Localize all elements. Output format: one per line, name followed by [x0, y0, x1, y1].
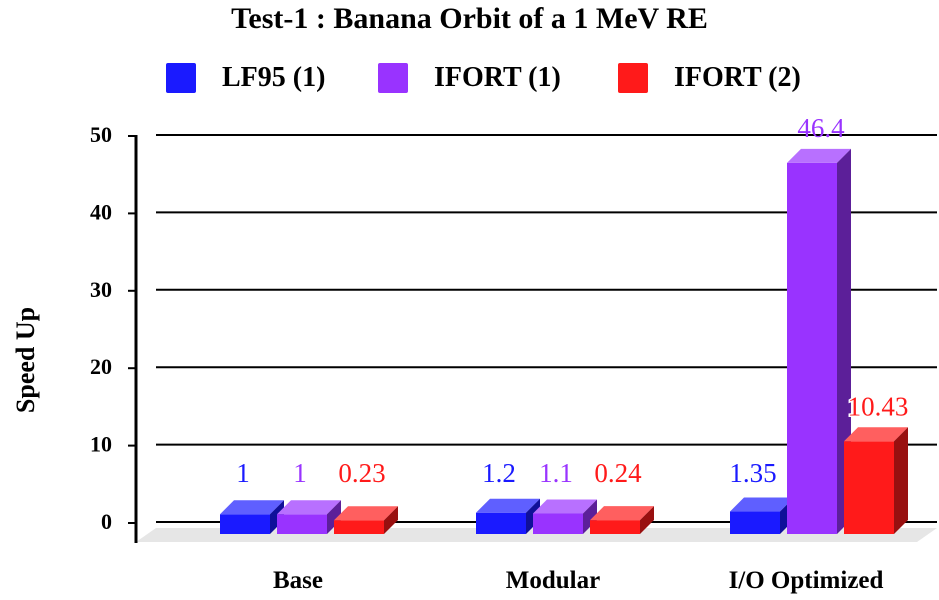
- bar-ifort-1-base: [277, 500, 341, 534]
- legend-label-ifort1: IFORT (1): [434, 62, 561, 93]
- legend-label-ifort2: IFORT (2): [674, 62, 801, 93]
- legend: LF95 (1) IFORT (1) IFORT (2): [0, 58, 939, 98]
- y-tick-labels: 0 10 20 30 40 50: [90, 122, 112, 534]
- bar-ifort-2-base: [334, 506, 398, 534]
- y-tick-label-40: 40: [90, 199, 112, 224]
- data-label-ifort-2-i-o-optimized: 10.43: [848, 391, 909, 421]
- bar-lf95-1-modular: [476, 498, 540, 534]
- y-tick-label-0: 0: [101, 509, 112, 534]
- x-tick-label-base: Base: [273, 567, 323, 594]
- legend-label-lf95: LF95 (1): [222, 62, 326, 93]
- data-label-lf95-1-modular: 1.2: [482, 458, 516, 488]
- legend-item-lf95: LF95 (1): [166, 58, 325, 98]
- bar-lf95-1-i-o-optimized: [730, 497, 794, 534]
- data-label-ifort-1-i-o-optimized: 46.4: [797, 113, 845, 143]
- bar-ifort-2-modular: [590, 506, 654, 534]
- chart-title: Test-1 : Banana Orbit of a 1 MeV RE: [231, 2, 708, 35]
- y-tick-label-50: 50: [90, 122, 112, 147]
- data-label-ifort-2-modular: 0.24: [594, 458, 642, 488]
- data-label-ifort-1-base: 1: [293, 458, 307, 488]
- data-label-ifort-1-modular: 1.1: [539, 458, 573, 488]
- legend-swatch-ifort1: [378, 63, 408, 93]
- data-label-ifort-2-base: 0.23: [338, 458, 385, 488]
- bar-lf95-1-base: [220, 500, 284, 534]
- bar-ifort-1-i-o-optimized: [787, 148, 851, 534]
- x-tick-labels: Base Modular I/O Optimized: [273, 567, 884, 594]
- y-tick-label-20: 20: [90, 354, 112, 379]
- y-tick-label-30: 30: [90, 277, 112, 302]
- x-tick-label-i-o-optimized: I/O Optimized: [729, 567, 884, 594]
- legend-item-ifort1: IFORT (1): [378, 58, 561, 98]
- data-labels: 1 1 0.23 1.2 1.1 0.24 1.35 46.4 10.43: [236, 113, 910, 488]
- bar-ifort-1-modular: [533, 499, 597, 534]
- legend-swatch-ifort2: [618, 63, 648, 93]
- legend-swatch-lf95: [166, 63, 196, 93]
- data-label-lf95-1-i-o-optimized: 1.35: [729, 458, 776, 488]
- bars: [220, 148, 908, 534]
- bar-ifort-2-i-o-optimized: [844, 427, 908, 534]
- legend-item-ifort2: IFORT (2): [618, 58, 801, 98]
- y-tick-label-10: 10: [90, 432, 112, 457]
- data-label-lf95-1-base: 1: [236, 458, 250, 488]
- y-axis-label: Speed Up: [11, 307, 40, 413]
- x-tick-label-modular: Modular: [506, 567, 600, 594]
